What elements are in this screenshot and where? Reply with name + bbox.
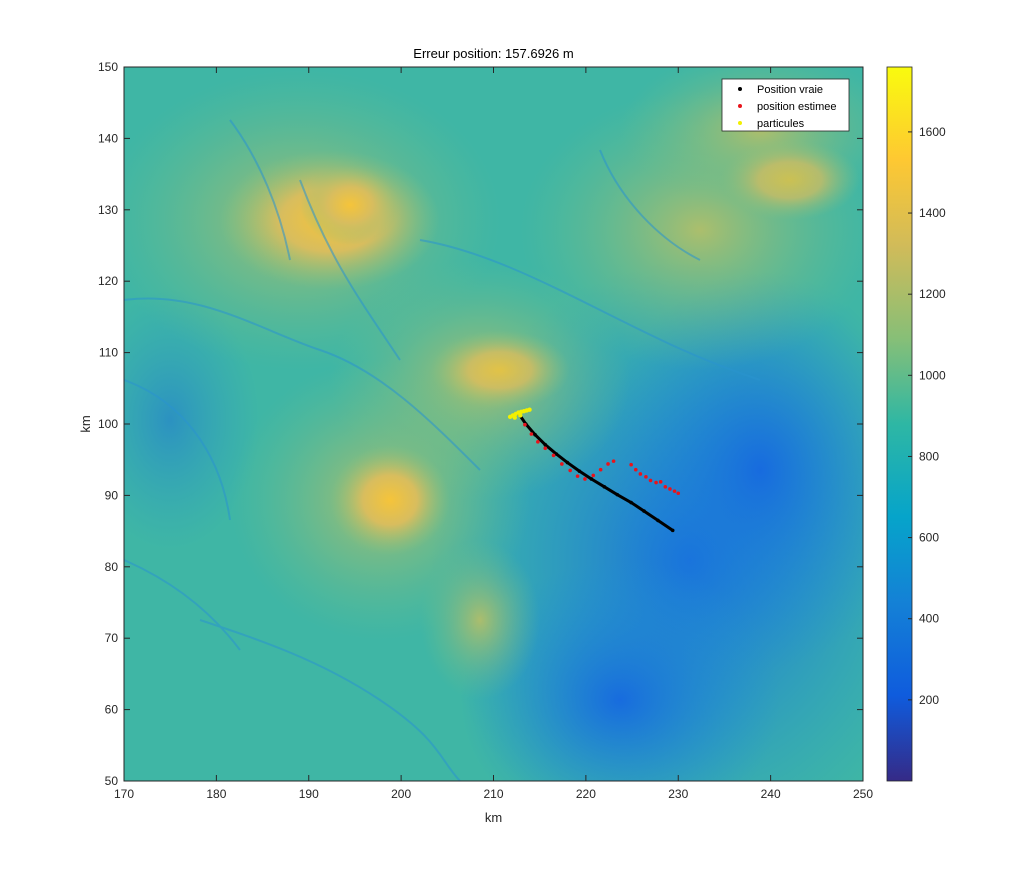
point-position-estimee (663, 485, 668, 489)
colorbar-tick-label: 1400 (919, 206, 946, 220)
legend-box (721, 78, 850, 132)
point-position-estimee (629, 462, 633, 467)
point-position-vraie (565, 460, 570, 465)
point-position-estimee (668, 487, 672, 491)
point-position-estimee (583, 477, 587, 481)
point-position-estimee (654, 480, 658, 485)
point-position-estimee (529, 432, 534, 436)
data-series (507, 407, 681, 533)
colorbar-gradient (886, 66, 913, 782)
legend-label-position-estimee: position estimee (757, 101, 837, 113)
point-position-estimee (598, 467, 603, 472)
colorbar-tick-label: 800 (919, 449, 939, 463)
chart-title: Erreur position: 157.6926 m (413, 46, 573, 61)
point-position-estimee (648, 478, 653, 483)
point-particules (518, 413, 523, 418)
colorbar: 200 400 600 800 1000 1200 1400 1600 (886, 66, 946, 782)
y-axis-label: km (78, 415, 93, 432)
x-axis-label: km (485, 810, 502, 825)
legend-label-position-vraie: Position vraie (757, 84, 823, 96)
legend-marker-position-vraie (738, 87, 742, 91)
point-position-vraie (642, 509, 646, 513)
terrain-heatmap (124, 67, 863, 781)
x-tick-label: 220 (576, 787, 596, 801)
y-tick-label: 150 (98, 60, 118, 74)
point-position-vraie (670, 528, 675, 533)
point-position-estimee (611, 459, 616, 463)
x-tick-label: 190 (299, 787, 319, 801)
y-tick-label: 60 (105, 703, 119, 717)
legend-marker-particules (738, 121, 742, 125)
y-tick-label: 140 (98, 131, 118, 145)
colorbar-tick-label: 400 (919, 612, 939, 626)
series-line-position-vraie (516, 411, 675, 532)
point-position-estimee (672, 489, 677, 493)
point-position-vraie (656, 518, 660, 523)
point-position-estimee (575, 474, 580, 478)
point-position-vraie (602, 485, 607, 489)
point-position-vraie (533, 432, 537, 437)
colorbar-tick-label: 1600 (919, 125, 946, 139)
point-position-estimee (551, 453, 556, 458)
y-tick-label: 50 (105, 774, 119, 788)
point-position-estimee (536, 440, 540, 444)
legend-marker-position-estimee (738, 104, 742, 108)
legend-label-particules: particules (757, 118, 805, 130)
colorbar-tick-label: 1200 (919, 287, 946, 301)
y-tick-label: 80 (105, 560, 119, 574)
point-position-vraie (577, 469, 582, 473)
colorbar-ticks: 200 400 600 800 1000 1200 1400 1600 (908, 125, 946, 707)
legend: Position vraie position estimee particul… (721, 78, 850, 132)
point-position-estimee (638, 472, 643, 476)
colorbar-tick-label: 600 (919, 531, 939, 545)
x-tick-label: 200 (391, 787, 411, 801)
y-tick-label: 70 (105, 631, 119, 645)
x-tick-label: 230 (668, 787, 688, 801)
x-tick-label: 240 (761, 787, 781, 801)
point-position-estimee (568, 468, 572, 473)
point-position-estimee (676, 491, 681, 496)
colorbar-tick-label: 1000 (919, 368, 946, 382)
point-position-estimee (658, 480, 663, 484)
point-position-estimee (606, 462, 610, 466)
x-axis: 170 180 190 200 210 220 230 240 250 (114, 67, 873, 801)
point-position-estimee (644, 475, 648, 479)
point-particules (527, 407, 532, 412)
point-position-vraie (629, 500, 633, 505)
point-position-vraie (589, 477, 594, 481)
x-tick-label: 170 (114, 787, 134, 801)
y-tick-label: 90 (105, 488, 119, 502)
y-tick-label: 110 (99, 346, 118, 360)
y-tick-label: 120 (98, 274, 118, 288)
x-tick-label: 210 (483, 787, 503, 801)
y-tick-label: 100 (98, 417, 118, 431)
point-position-estimee (543, 446, 548, 451)
x-tick-label: 250 (853, 787, 873, 801)
point-position-vraie (554, 452, 559, 456)
point-position-vraie (615, 492, 620, 497)
point-position-estimee (523, 422, 527, 427)
y-tick-label: 130 (98, 203, 118, 217)
point-position-estimee (560, 462, 564, 466)
point-particules (512, 415, 517, 420)
point-position-vraie (543, 442, 548, 447)
point-position-estimee (591, 473, 596, 478)
colorbar-tick-label: 200 (919, 693, 939, 707)
y-axis: 50 60 70 80 90 100 110 120 130 140 150 (98, 60, 863, 788)
point-position-estimee (633, 467, 638, 472)
x-tick-label: 180 (206, 787, 226, 801)
